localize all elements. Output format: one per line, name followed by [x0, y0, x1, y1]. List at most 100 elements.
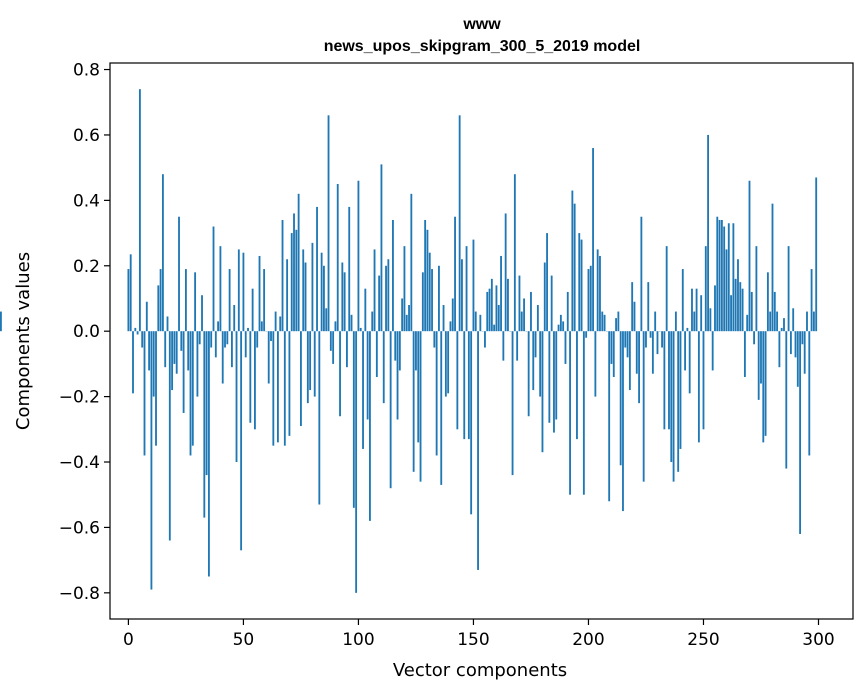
bar — [553, 331, 555, 433]
bar — [357, 180, 360, 332]
bar — [237, 249, 240, 332]
bar — [435, 331, 438, 456]
bar — [796, 331, 799, 387]
bar — [808, 331, 811, 456]
bar — [339, 331, 341, 417]
bar — [527, 331, 530, 417]
bar — [688, 331, 691, 394]
x-tick-label: 300 — [802, 630, 834, 650]
bar — [217, 321, 220, 332]
bar — [530, 291, 532, 332]
bar — [318, 331, 321, 505]
bar — [748, 180, 751, 332]
bar — [224, 331, 226, 348]
bar — [150, 331, 153, 590]
bar — [541, 331, 544, 453]
y-axis-ticks: −0.8 −0.6 −0.4 −0.2 0.0 0.2 0.4 0.6 0.8 — [59, 61, 110, 604]
bar — [258, 255, 261, 332]
bar — [477, 331, 479, 570]
y-tick-label: 0.0 — [73, 322, 100, 342]
bar — [254, 331, 256, 430]
bar — [495, 285, 498, 332]
bar — [608, 331, 611, 502]
bar — [785, 331, 788, 469]
bar — [601, 311, 604, 332]
bar — [288, 331, 291, 436]
bar — [695, 288, 698, 332]
bar — [141, 331, 144, 348]
bar — [375, 331, 378, 377]
bar — [267, 331, 270, 384]
bar — [520, 311, 523, 332]
bar — [145, 301, 148, 332]
bar — [127, 269, 130, 332]
bar — [415, 331, 417, 371]
bar — [771, 203, 774, 332]
bar — [467, 331, 470, 440]
bar — [684, 331, 686, 371]
bar — [366, 331, 369, 420]
bar — [336, 184, 339, 332]
bar — [571, 190, 574, 332]
bar — [507, 278, 509, 332]
bar — [723, 226, 726, 332]
bar — [707, 134, 709, 332]
bar — [490, 278, 493, 332]
bar — [290, 233, 293, 332]
bar — [387, 259, 390, 332]
bar — [585, 331, 588, 338]
bar — [279, 316, 282, 332]
bar — [260, 321, 263, 332]
bar — [622, 331, 624, 512]
x-tick-label: 250 — [687, 630, 719, 650]
bar — [385, 265, 387, 332]
bar — [610, 331, 613, 364]
bar — [194, 272, 197, 332]
bar — [293, 213, 295, 332]
bar — [311, 242, 314, 332]
bar — [205, 331, 208, 476]
bar — [272, 331, 275, 446]
bar — [536, 305, 539, 332]
bar — [281, 219, 284, 332]
bar — [640, 216, 643, 332]
y-tick-label: 0.6 — [73, 126, 100, 146]
bar — [619, 331, 622, 466]
bar — [557, 324, 560, 332]
bar — [171, 331, 174, 391]
bar — [207, 331, 210, 577]
bar — [226, 331, 229, 345]
bar — [753, 331, 756, 345]
bar — [369, 331, 371, 521]
bar — [576, 331, 578, 440]
bar — [449, 321, 452, 332]
bar — [398, 331, 401, 371]
y-tick-label: 0.8 — [73, 61, 100, 81]
bar — [168, 331, 171, 541]
bar — [760, 331, 762, 384]
bar — [143, 331, 146, 456]
bar — [504, 213, 507, 332]
bar — [778, 331, 781, 368]
bar — [803, 331, 806, 374]
x-tick-label: 0 — [123, 630, 134, 650]
bar — [348, 206, 351, 332]
bar — [594, 331, 597, 397]
bar — [635, 331, 638, 374]
bar — [532, 331, 535, 391]
bar — [794, 331, 797, 358]
bar — [764, 331, 767, 436]
bar — [440, 331, 443, 485]
bar — [0, 311, 2, 332]
bar — [806, 311, 808, 332]
bar — [582, 331, 585, 495]
bar — [693, 311, 696, 332]
bar — [780, 327, 783, 332]
bar — [175, 331, 178, 374]
bar — [401, 298, 404, 332]
bar — [350, 314, 353, 332]
y-tick-label: −0.6 — [59, 518, 100, 538]
bar — [704, 246, 707, 332]
bar — [332, 331, 335, 364]
bar — [674, 311, 677, 332]
